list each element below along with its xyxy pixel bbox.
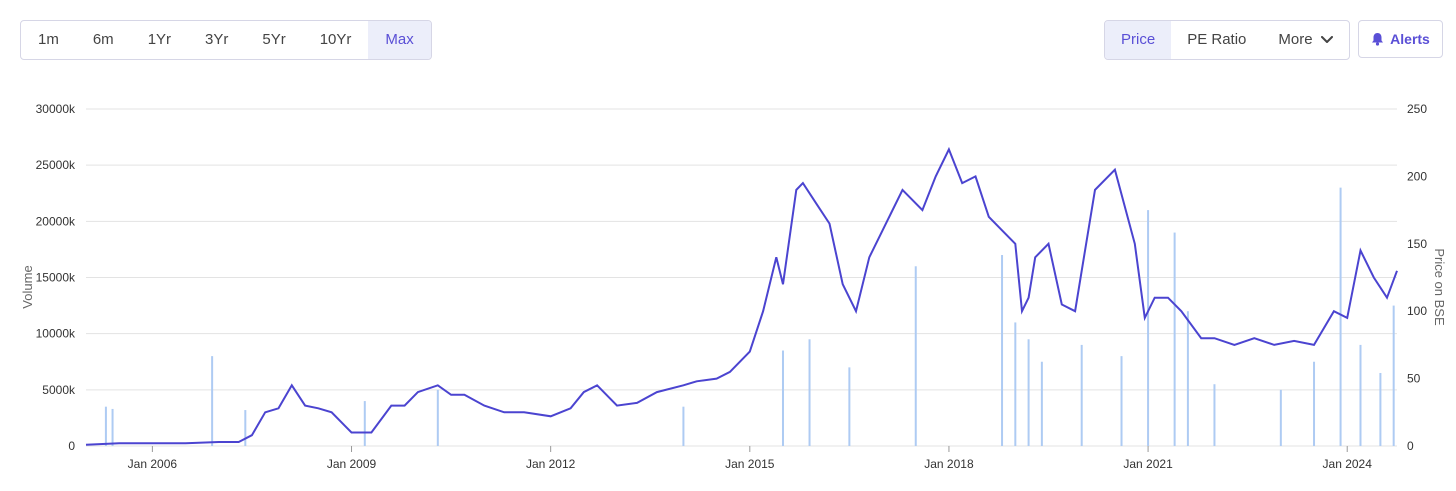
price-axis-label: Price on BSE <box>1432 248 1447 326</box>
chevron-down-icon <box>1320 36 1333 43</box>
volume-bar <box>1313 361 1316 446</box>
range-3yr-button[interactable]: 3Yr <box>205 31 229 48</box>
volume-bar <box>1014 322 1017 446</box>
more-label: More <box>1278 31 1313 48</box>
volume-axis-label: Volume <box>20 265 35 308</box>
volume-tick-label: 5000k <box>42 383 76 397</box>
volume-bar <box>1027 339 1030 446</box>
volume-bars <box>104 187 1395 446</box>
volume-bar <box>1147 210 1150 446</box>
price-tick-label: 250 <box>1407 102 1427 116</box>
volume-bar <box>808 339 811 446</box>
volume-bar <box>1080 344 1083 446</box>
volume-tick-label: 10000k <box>36 327 76 341</box>
volume-bar <box>848 367 851 446</box>
date-tick-label: Jan 2012 <box>526 457 576 471</box>
volume-bar <box>1040 361 1043 446</box>
volume-axis-ticks: 0 5000k 10000k 15000k 20000k 25000k 30000k <box>36 102 76 453</box>
grid-lines <box>86 108 1397 447</box>
date-axis-ticks: Jan 2006 Jan 2009 Jan 2012 Jan 2015 Jan 2018… <box>128 446 1373 471</box>
alerts-button[interactable]: Alerts <box>1358 20 1443 58</box>
price-tick-label: 50 <box>1407 372 1421 386</box>
volume-bar <box>1120 356 1123 446</box>
price-axis-ticks: 0 50 100 150 200 250 <box>1407 102 1427 453</box>
volume-bar <box>104 406 107 446</box>
date-tick-label: Jan 2015 <box>725 457 775 471</box>
volume-tick-label: 0 <box>68 439 75 453</box>
more-dropdown-button[interactable]: More <box>1262 21 1348 59</box>
date-tick-label: Jan 2018 <box>924 457 974 471</box>
volume-tick-label: 25000k <box>36 158 76 172</box>
volume-tick-label: 20000k <box>36 214 76 228</box>
range-1yr-button[interactable]: 1Yr <box>147 31 172 48</box>
price-line <box>85 146 1398 446</box>
volume-bar <box>363 401 366 446</box>
range-6m-button[interactable]: 6m <box>92 31 114 48</box>
volume-bar <box>211 356 214 446</box>
volume-bar <box>1213 384 1216 446</box>
volume-bar <box>1001 255 1004 446</box>
range-5yr-button[interactable]: 5Yr <box>262 31 286 48</box>
range-selector: 1m 6m 1Yr 3Yr 5Yr 10Yr Max <box>20 20 432 60</box>
date-tick-label: Jan 2021 <box>1123 457 1173 471</box>
volume-bar <box>1173 232 1176 446</box>
volume-bar <box>1186 311 1189 446</box>
alerts-label: Alerts <box>1390 31 1430 47</box>
volume-bar <box>1359 344 1362 446</box>
date-tick-label: Jan 2024 <box>1323 457 1373 471</box>
volume-bar <box>781 350 784 446</box>
metric-selector: Price PE Ratio More <box>1104 20 1350 60</box>
price-tick-label: 100 <box>1407 304 1427 318</box>
volume-bar <box>1279 389 1282 446</box>
volume-bar <box>436 389 439 446</box>
volume-bar <box>244 410 247 446</box>
price-tick-label: 0 <box>1407 439 1414 453</box>
price-tick-label: 150 <box>1407 237 1427 251</box>
volume-bar <box>914 266 917 446</box>
volume-bar <box>1392 305 1395 446</box>
range-1m-button[interactable]: 1m <box>38 31 59 48</box>
pe-ratio-button[interactable]: PE Ratio <box>1187 31 1247 48</box>
price-tick-label: 200 <box>1407 169 1427 183</box>
volume-tick-label: 15000k <box>36 271 76 285</box>
bell-icon <box>1372 33 1384 46</box>
price-button[interactable]: Price <box>1105 21 1172 59</box>
volume-bar <box>111 408 114 446</box>
range-max-button[interactable]: Max <box>368 21 431 59</box>
range-10yr-button[interactable]: 10Yr <box>319 31 352 48</box>
volume-tick-label: 30000k <box>36 102 76 116</box>
date-tick-label: Jan 2006 <box>128 457 178 471</box>
date-tick-label: Jan 2009 <box>327 457 377 471</box>
volume-bar <box>1339 187 1342 446</box>
volume-bar <box>682 406 685 446</box>
volume-bar <box>1379 372 1382 446</box>
